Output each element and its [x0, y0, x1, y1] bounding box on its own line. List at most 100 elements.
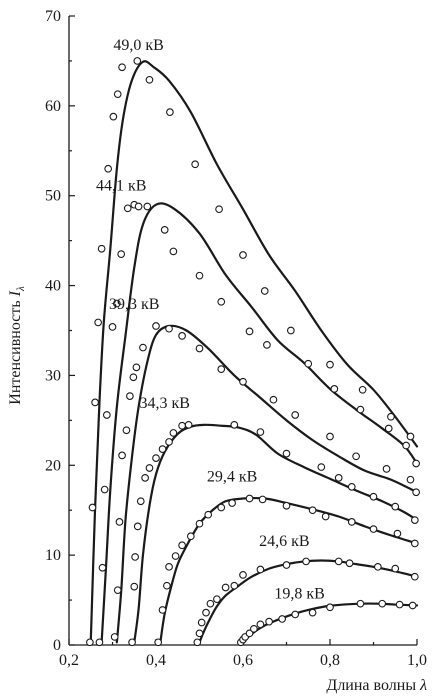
data-point — [217, 365, 226, 373]
data-point — [347, 518, 356, 526]
data-point — [197, 618, 206, 627]
data-point — [352, 452, 360, 461]
data-point — [239, 571, 247, 579]
series-line — [100, 202, 419, 644]
data-point — [118, 451, 126, 460]
data-point — [195, 344, 204, 353]
data-point — [308, 506, 317, 515]
data-point — [321, 512, 330, 521]
data-point — [412, 488, 420, 497]
data-point — [228, 499, 236, 507]
series-labels: 49,0 кВ 44,1 кВ 39,3 кВ 34,3 кВ 29,4 кВ 24,6 … — [96, 37, 325, 602]
data-point — [410, 516, 419, 524]
x-tick-label: 0,2 — [59, 652, 79, 669]
data-point — [131, 553, 139, 561]
series-label: 39,3 кВ — [109, 296, 159, 313]
series-line — [133, 423, 419, 644]
data-point — [356, 405, 365, 414]
data-point — [113, 90, 122, 99]
data-point — [256, 620, 265, 629]
data-point — [406, 475, 415, 484]
data-point — [221, 583, 230, 592]
data-point — [278, 615, 287, 623]
series-label: 44,1 кВ — [96, 177, 146, 194]
data-point — [206, 599, 215, 608]
data-point — [152, 454, 160, 462]
y-axis-title: Интенсивность Iλ — [7, 286, 27, 405]
data-point — [139, 343, 147, 352]
data-point — [191, 160, 199, 169]
data-point — [100, 485, 109, 494]
data-point — [260, 287, 269, 295]
data-point — [239, 251, 247, 259]
y-tick-label: 60 — [45, 98, 61, 115]
data-point — [126, 392, 134, 400]
data-point — [304, 359, 313, 368]
data-point — [258, 495, 267, 504]
series-line — [89, 60, 419, 644]
data-point — [145, 75, 154, 84]
data-point — [282, 561, 291, 569]
data-point — [230, 421, 239, 429]
data-point — [109, 112, 118, 121]
data-point — [369, 492, 378, 501]
data-point — [117, 250, 126, 258]
data-point — [152, 322, 160, 330]
data-point — [308, 608, 317, 617]
data-point — [158, 606, 167, 614]
series-line — [198, 559, 419, 644]
data-point — [245, 629, 254, 638]
data-point — [269, 395, 278, 404]
data-point — [169, 429, 178, 437]
data-point — [326, 432, 334, 441]
data-point — [410, 572, 419, 581]
data-point — [287, 326, 295, 335]
y-tick-label: 50 — [45, 188, 61, 205]
data-point — [215, 205, 223, 214]
data-point — [178, 421, 186, 430]
data-point — [165, 562, 173, 571]
data-point — [230, 581, 239, 590]
data-point — [154, 638, 163, 647]
data-point — [204, 510, 213, 519]
data-point — [122, 426, 131, 435]
data-point — [115, 518, 124, 526]
x-tick-label: 0,6 — [233, 652, 253, 669]
data-point — [345, 559, 354, 568]
y-tick-label: 40 — [45, 278, 61, 295]
data-point — [132, 363, 141, 372]
series-line — [115, 324, 419, 644]
data-point — [356, 599, 365, 608]
y-tick-label: 20 — [45, 457, 61, 474]
data-point — [378, 599, 387, 608]
data-point — [94, 318, 102, 327]
data-point — [110, 633, 119, 641]
data-point — [245, 494, 254, 503]
data-point — [263, 341, 271, 349]
data-point — [245, 327, 254, 336]
data-point — [128, 638, 136, 647]
data-point — [217, 503, 226, 512]
data-point — [95, 638, 104, 647]
data-point — [195, 519, 204, 528]
data-point — [291, 411, 300, 419]
data-point — [165, 324, 173, 333]
data-point — [123, 204, 132, 213]
x-tick-label: 0,4 — [146, 652, 166, 669]
data-point — [113, 586, 122, 595]
data-point — [217, 297, 226, 306]
data-point — [112, 299, 121, 308]
data-point — [130, 582, 139, 591]
axes: 0 10 20 30 40 50 60 70 0,2 0,4 0,6 0,8 1,0 Длина волн… — [7, 8, 427, 694]
data-point — [160, 226, 169, 234]
data-point — [195, 629, 204, 638]
series-label: 29,4 кВ — [207, 468, 257, 485]
data-point — [136, 497, 145, 506]
data-point — [169, 247, 178, 256]
data-point — [334, 557, 343, 566]
data-point — [402, 441, 410, 450]
data-point — [186, 532, 195, 541]
series-label: 49,0 кВ — [113, 37, 163, 54]
data-point — [195, 271, 204, 280]
